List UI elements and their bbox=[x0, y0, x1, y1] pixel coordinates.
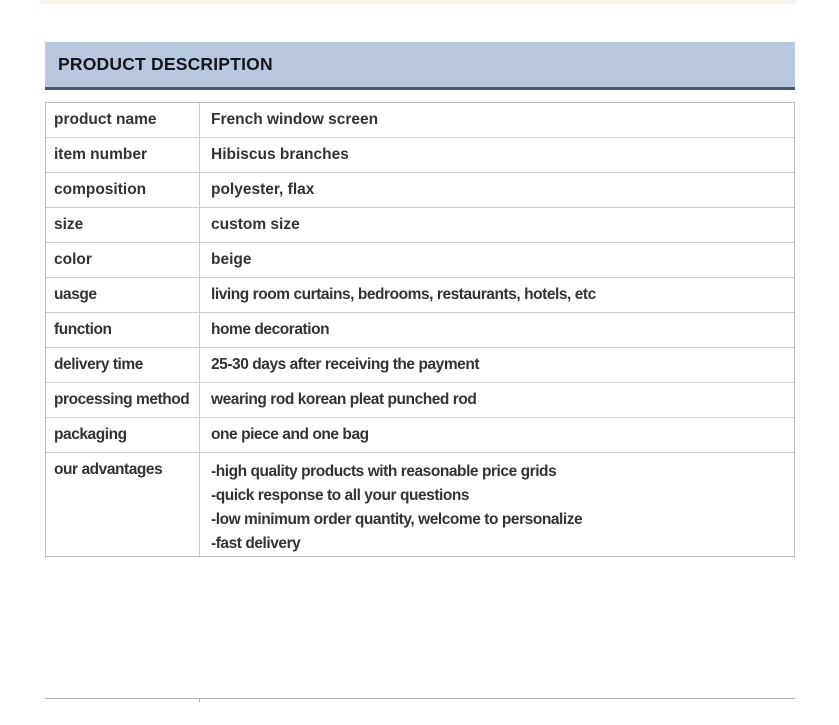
previous-image-edge-strip bbox=[40, 0, 796, 4]
row-label-cell: processing method bbox=[46, 383, 200, 417]
row-label: item number bbox=[54, 146, 148, 164]
table-row: function home decoration bbox=[46, 313, 794, 348]
section-title: PRODUCT DESCRIPTION bbox=[58, 54, 273, 74]
section-header: PRODUCT DESCRIPTION bbox=[45, 42, 795, 90]
row-value: one piece and one bag bbox=[211, 426, 369, 444]
row-label: processing method bbox=[54, 391, 190, 409]
row-value-line: -fast delivery bbox=[211, 535, 301, 552]
row-value: French window screen bbox=[211, 111, 379, 129]
row-label-cell: our advantages bbox=[46, 453, 200, 556]
row-value: beige bbox=[211, 251, 252, 269]
row-value-cell: custom size bbox=[200, 208, 794, 242]
table-row: uasge living room curtains, bedrooms, res… bbox=[46, 278, 794, 313]
row-label-cell: uasge bbox=[46, 278, 200, 312]
row-label-cell: item number bbox=[46, 138, 200, 172]
row-label: color bbox=[54, 251, 92, 269]
row-value: wearing rod korean pleat punched rod bbox=[211, 391, 477, 409]
row-value-line: -quick response to all your questions bbox=[211, 487, 470, 504]
row-label: product name bbox=[54, 111, 157, 129]
table-row: composition polyester, flax bbox=[46, 173, 794, 208]
row-value: polyester, flax bbox=[211, 181, 315, 199]
row-value-line: -low minimum order quantity, welcome to … bbox=[211, 511, 583, 528]
row-label-cell: size bbox=[46, 208, 200, 242]
row-value-cell: one piece and one bag bbox=[200, 418, 794, 452]
table-row: our advantages -high quality products wit… bbox=[46, 453, 794, 556]
row-value-cell: polyester, flax bbox=[200, 173, 794, 207]
row-value-cell: -high quality products with reasonable p… bbox=[200, 453, 794, 556]
row-label: composition bbox=[54, 181, 147, 199]
row-value-cell: 25-30 days after receiving the payment bbox=[200, 348, 794, 382]
row-value: living room curtains, bedrooms, restaura… bbox=[211, 286, 596, 304]
row-label-cell: packaging bbox=[46, 418, 200, 452]
next-table-top-border bbox=[45, 698, 795, 725]
row-value-cell: Hibiscus branches bbox=[200, 138, 794, 172]
row-value: Hibiscus branches bbox=[211, 146, 349, 164]
row-value: 25-30 days after receiving the payment bbox=[211, 356, 480, 374]
table-row: packaging one piece and one bag bbox=[46, 418, 794, 453]
row-label-cell: color bbox=[46, 243, 200, 277]
row-value: home decoration bbox=[211, 321, 330, 339]
row-label: delivery time bbox=[54, 356, 143, 374]
table-row: delivery time 25-30 days after receiving … bbox=[46, 348, 794, 383]
row-label: our advantages bbox=[54, 461, 163, 478]
row-value-line: -high quality products with reasonable p… bbox=[211, 463, 557, 480]
row-label: uasge bbox=[54, 286, 97, 304]
table-row: processing method wearing rod korean plea… bbox=[46, 383, 794, 418]
row-label-cell: composition bbox=[46, 173, 200, 207]
row-value-cell: wearing rod korean pleat punched rod bbox=[200, 383, 794, 417]
row-value-cell: home decoration bbox=[200, 313, 794, 347]
table-row: product name French window screen bbox=[46, 103, 794, 138]
row-label-cell: product name bbox=[46, 103, 200, 137]
row-value-cell: beige bbox=[200, 243, 794, 277]
product-spec-table: product name French window screen item num… bbox=[45, 102, 795, 557]
row-value-cell: French window screen bbox=[200, 103, 794, 137]
row-label-cell: delivery time bbox=[46, 348, 200, 382]
row-label-cell: function bbox=[46, 313, 200, 347]
next-table-column-divider bbox=[199, 699, 200, 702]
row-label: function bbox=[54, 321, 112, 339]
row-value-cell: living room curtains, bedrooms, restaura… bbox=[200, 278, 794, 312]
table-row: size custom size bbox=[46, 208, 794, 243]
row-label: size bbox=[54, 216, 84, 234]
row-label: packaging bbox=[54, 426, 127, 444]
table-row: color beige bbox=[46, 243, 794, 278]
row-value: custom size bbox=[211, 216, 300, 234]
table-row: item number Hibiscus branches bbox=[46, 138, 794, 173]
